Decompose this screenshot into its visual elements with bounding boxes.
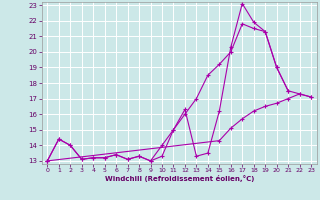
X-axis label: Windchill (Refroidissement éolien,°C): Windchill (Refroidissement éolien,°C)	[105, 175, 254, 182]
